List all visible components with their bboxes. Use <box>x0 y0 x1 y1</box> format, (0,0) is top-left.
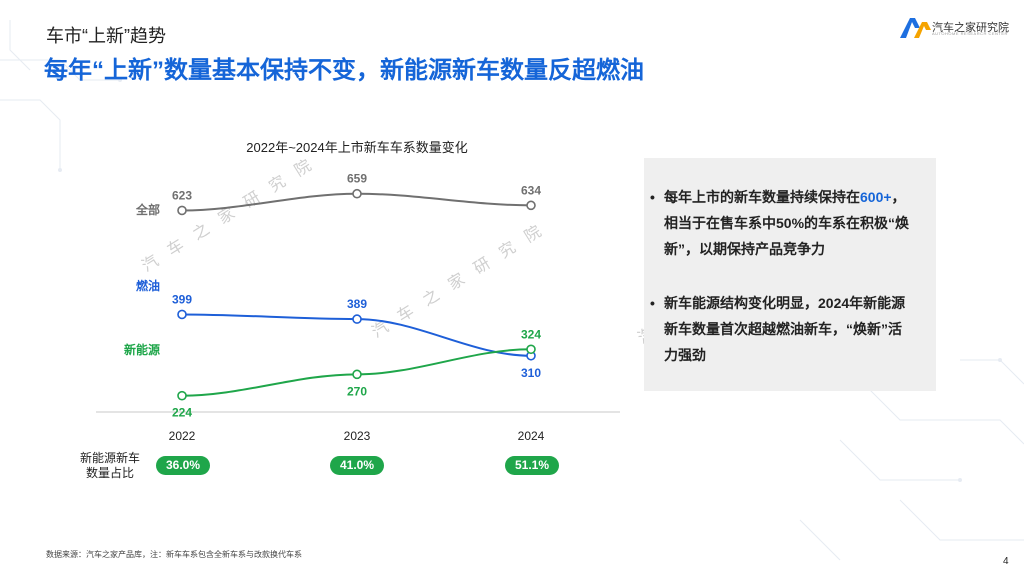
insight-1-text-b: ，相当于在售车系中50%的车系在积极“焕新”，以期保持产品竞争力 <box>664 189 910 257</box>
line-chart: 2022 2023 2024 623 659 634 全部 399 389 310 燃油 224 270… <box>96 172 620 443</box>
data-label-2-0: 224 <box>172 406 192 420</box>
chart-title: 2022年~2024年上市新车车系数量变化 <box>246 140 468 155</box>
data-label-1-2: 310 <box>521 366 541 380</box>
data-point-1-0 <box>177 309 187 320</box>
insight-item-2: • 新车能源结构变化明显，2024年新能源新车数量首次超越燃油新车，“焕新”活力… <box>650 290 914 368</box>
data-point-0-2 <box>526 200 536 211</box>
data-point-2-1 <box>352 369 362 380</box>
logo <box>900 18 931 38</box>
data-point-1-1 <box>352 314 362 324</box>
logo-subtitle: AUTOHOME RESEARCH CENTER <box>932 31 1008 36</box>
series-label-0: 全部 <box>135 202 160 217</box>
data-point-0-1 <box>352 188 362 199</box>
x-tick-label-2023: 2023 <box>344 429 371 443</box>
data-label-0-1: 659 <box>347 172 367 186</box>
data-point-0-0 <box>177 205 187 216</box>
data-label-2-1: 270 <box>347 384 367 398</box>
insight-panel: • 每年上市的新车数量持续保持在600+，相当于在售车系中50%的车系在积极“焕… <box>644 158 936 391</box>
data-point-2-0 <box>177 390 187 401</box>
data-point-2-2 <box>526 344 536 355</box>
data-label-1-0: 399 <box>172 292 192 306</box>
x-tick-label-2024: 2024 <box>518 429 545 443</box>
insight-item-1: • 每年上市的新车数量持续保持在600+，相当于在售车系中50%的车系在积极“焕… <box>650 184 914 262</box>
bullet-dot: • <box>650 295 655 311</box>
headline: 每年“上新”数量基本保持不变，新能源新车数量反超燃油 <box>44 57 644 84</box>
insight-1-text-a: 每年上市的新车数量持续保持在 <box>664 189 860 205</box>
logo-mark-left <box>900 18 920 38</box>
section-title: 车市“上新”趋势 <box>46 26 166 46</box>
share-badge-2024: 51.1% <box>505 456 559 475</box>
insight-1-highlight: 600+ <box>860 189 892 205</box>
share-badge-2023: 41.0% <box>330 456 384 475</box>
logo-mark-right <box>914 22 931 38</box>
data-label-0-2: 634 <box>521 183 541 197</box>
share-label: 新能源新车 数量占比 <box>72 451 148 481</box>
share-badge-2022: 36.0% <box>156 456 210 475</box>
data-label-0-0: 623 <box>172 188 192 202</box>
share-label-line2: 数量占比 <box>85 466 134 480</box>
logo-name: 汽车之家研究院 <box>932 22 1009 34</box>
data-label-1-1: 389 <box>347 297 367 311</box>
data-label-2-2: 324 <box>521 327 541 341</box>
page-number: 4 <box>1003 556 1009 567</box>
footnote: 数据来源：汽车之家产品库，注：新车车系包含全新车系与改款换代车系 <box>46 550 302 559</box>
bullet-dot: • <box>650 189 655 205</box>
share-label-line1: 新能源新车 <box>79 451 140 465</box>
series-label-2: 新能源 <box>124 342 160 357</box>
x-tick-label-2022: 2022 <box>169 429 196 443</box>
series-label-1: 燃油 <box>136 278 160 293</box>
insight-2-text: 新车能源结构变化明显，2024年新能源新车数量首次超越燃油新车，“焕新”活力强劲 <box>664 295 906 363</box>
